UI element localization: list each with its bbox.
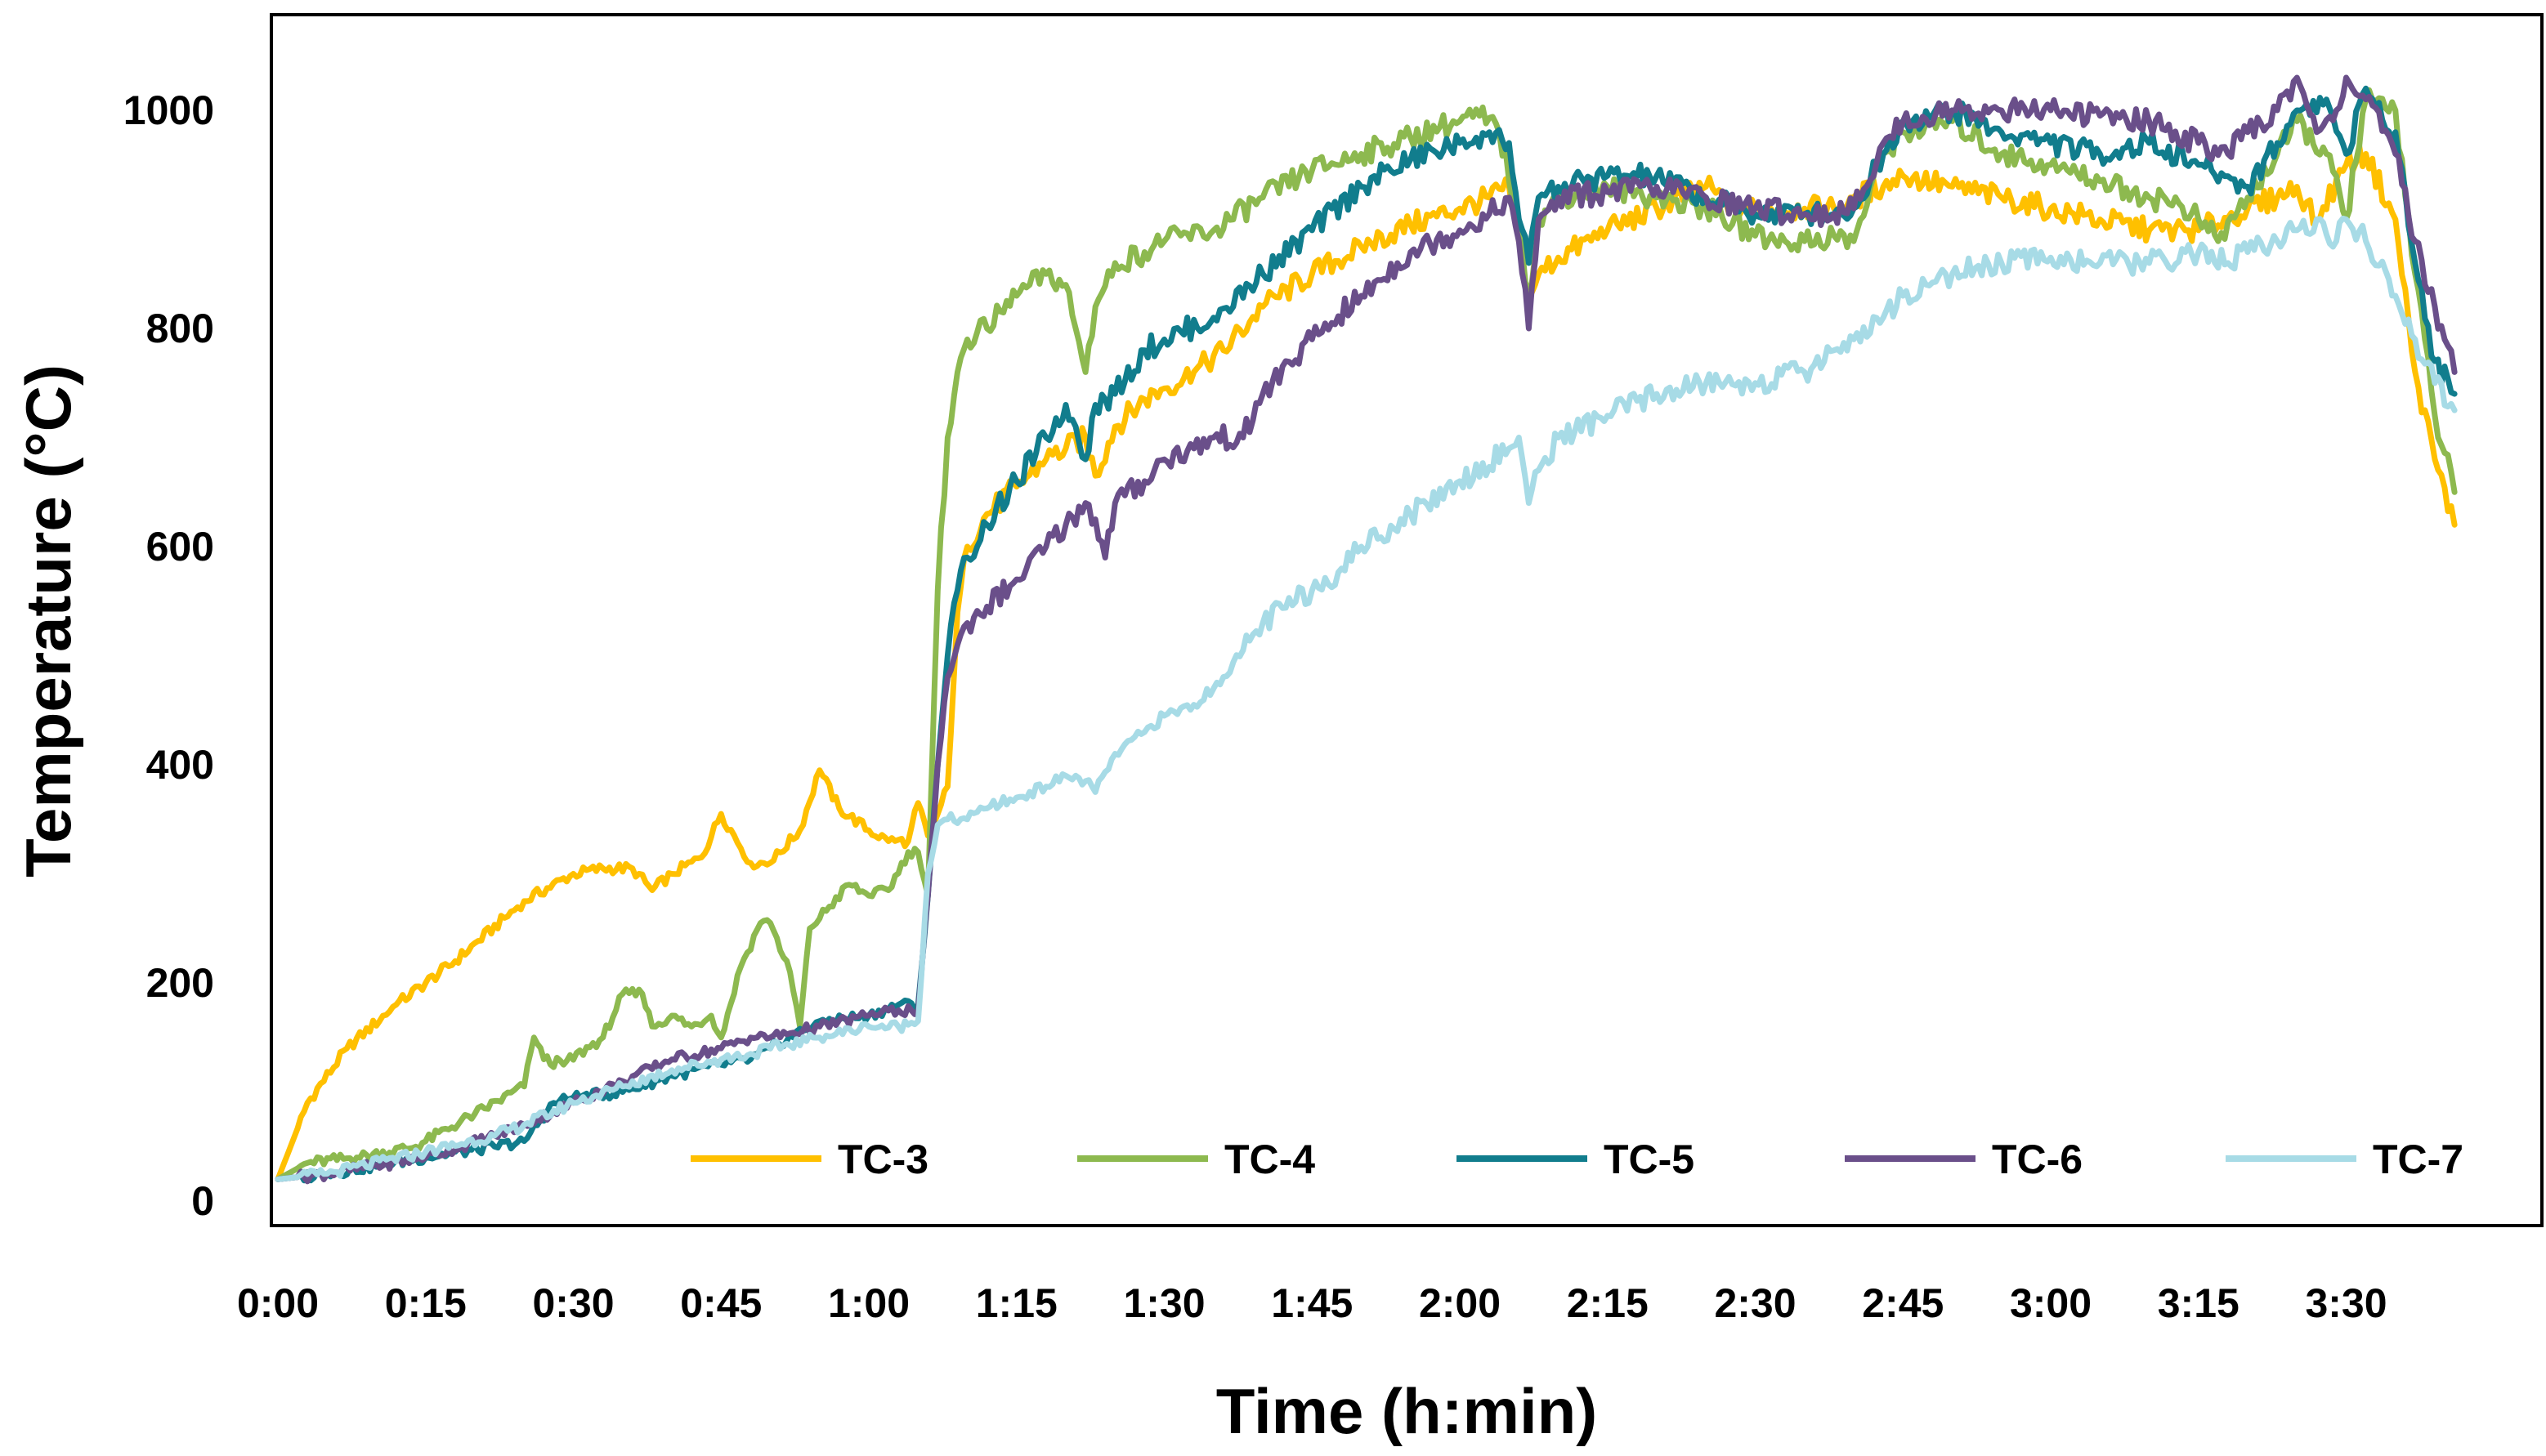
series-layer: [275, 74, 2458, 1185]
x-tick-label: 1:30: [1123, 1280, 1205, 1326]
series-line-tc-3: [275, 143, 2458, 1182]
x-tick-label: 0:15: [385, 1280, 467, 1326]
y-tick-label: 0: [191, 1178, 214, 1224]
x-tick-label: 1:00: [828, 1280, 910, 1326]
y-axis-title: Temperature (°C): [12, 364, 84, 878]
legend-label-tc-4: TC-4: [1224, 1137, 1315, 1182]
y-tick-label: 200: [146, 960, 214, 1006]
legend-label-tc-5: TC-5: [1604, 1137, 1694, 1182]
y-axis-ticks: 0 200 400 600 800 1000: [123, 87, 214, 1224]
series-line-tc-6: [275, 74, 2458, 1185]
x-tick-label: 2:00: [1419, 1280, 1501, 1326]
x-tick-label: 2:15: [1567, 1280, 1649, 1326]
x-tick-label: 3:15: [2158, 1280, 2239, 1326]
x-tick-label: 2:30: [1714, 1280, 1796, 1326]
legend: TC-3 TC-4 TC-5 TC-6 TC-7: [691, 1137, 2463, 1182]
plot-area-frame: [270, 13, 2544, 1227]
y-tick-label: 1000: [123, 87, 214, 133]
y-tick-label: 800: [146, 306, 214, 351]
series-line-tc-4: [275, 87, 2458, 1182]
legend-label-tc-6: TC-6: [1992, 1137, 2083, 1182]
legend-label-tc-7: TC-7: [2373, 1137, 2463, 1182]
x-tick-label: 3:00: [2010, 1280, 2092, 1326]
y-tick-label: 600: [146, 524, 214, 569]
y-tick-label: 400: [146, 742, 214, 788]
x-tick-label: 3:30: [2305, 1280, 2387, 1326]
x-axis-ticks: 0:00 0:15 0:30 0:45 1:00 1:15 1:30 1:45 2:00 2:15…: [237, 1280, 2387, 1326]
x-tick-label: 0:45: [680, 1280, 762, 1326]
x-tick-label: 0:00: [237, 1280, 319, 1326]
x-tick-label: 1:15: [976, 1280, 1058, 1326]
series-line-tc-7: [275, 215, 2458, 1182]
x-tick-label: 0:30: [532, 1280, 614, 1326]
x-axis-title: Time (h:min): [1216, 1375, 1598, 1447]
x-tick-label: 1:45: [1271, 1280, 1353, 1326]
x-tick-label: 2:45: [1862, 1280, 1944, 1326]
legend-label-tc-3: TC-3: [838, 1137, 928, 1182]
